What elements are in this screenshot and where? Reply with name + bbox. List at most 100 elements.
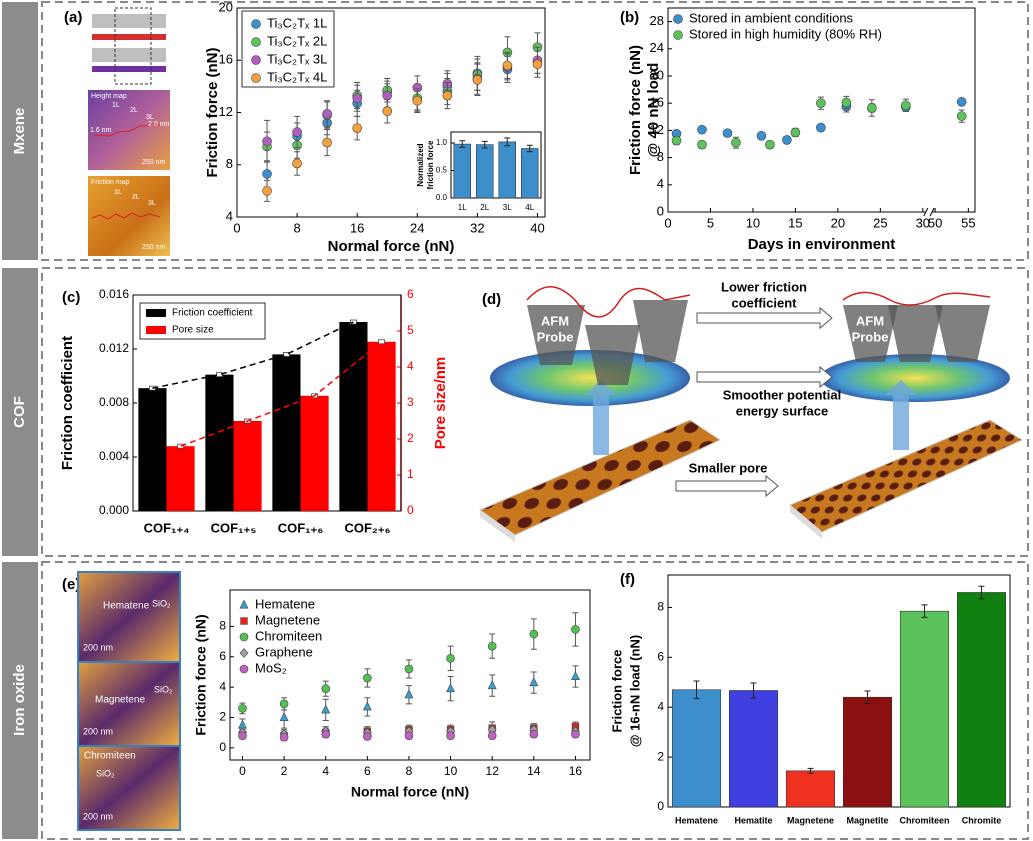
image-title: Height map	[91, 93, 127, 100]
point	[321, 704, 331, 714]
point	[322, 109, 332, 119]
section-frame	[41, 1, 1029, 261]
legend-marker	[251, 19, 261, 29]
point	[292, 158, 302, 169]
axis-title-y: Normalized	[416, 143, 425, 186]
x-tick-label: 1L	[458, 203, 467, 212]
x-tick-label: 6	[364, 764, 371, 778]
point	[352, 93, 362, 103]
point	[238, 731, 247, 741]
diagram	[478, 286, 1024, 542]
structure-image	[88, 6, 170, 85]
image-title: Friction map	[91, 179, 130, 186]
image-label: 3L	[148, 200, 156, 207]
y2-tick-label: 0	[407, 503, 414, 517]
axis-title-x: Normal force (nN)	[328, 238, 455, 255]
image-label: 2L	[130, 107, 138, 114]
y-tick-label: 28	[650, 13, 664, 28]
axis-title-y: Pore size/nm	[432, 357, 449, 450]
legend-label: Ti₃C₂Tₓ 3L	[267, 51, 327, 66]
x-tick-label: 4L	[525, 203, 534, 212]
x-tick-label: 55	[961, 215, 975, 230]
point	[262, 169, 272, 179]
point	[472, 75, 483, 85]
bar	[166, 446, 195, 511]
point	[765, 139, 775, 150]
point	[502, 60, 513, 71]
scale-label: 200 nm	[83, 726, 113, 736]
x-tick-label: Hematite	[734, 815, 772, 825]
legend-marker	[239, 632, 249, 642]
panel-label: (e)	[62, 576, 80, 593]
point	[571, 729, 580, 739]
y-tick-label: 0	[219, 740, 226, 754]
y-tick-label: 24	[650, 40, 664, 55]
error-bar	[481, 140, 488, 149]
legend-swatch	[146, 309, 166, 317]
y-tick-label: 8	[657, 600, 664, 614]
image-label: Magnetene	[95, 695, 145, 706]
point	[529, 629, 539, 639]
x-tick-label: 40	[530, 220, 544, 235]
bar	[842, 696, 893, 808]
axis-title-y: Friction force	[609, 649, 624, 732]
y2-tick-label: 4	[407, 359, 414, 373]
x-tick-label: 14	[527, 764, 541, 778]
plot-frame	[229, 589, 591, 761]
point	[956, 111, 967, 121]
point	[404, 689, 414, 699]
x-tick-label: Magnetene	[787, 815, 834, 825]
x-tick-label: 8	[293, 220, 300, 235]
point	[570, 671, 580, 681]
bar	[899, 610, 950, 808]
legend-label: Stored in ambient conditions	[689, 10, 854, 25]
bar-cap	[378, 339, 385, 345]
x-tick-label: COF₂₊₆	[345, 520, 391, 535]
point	[322, 137, 332, 148]
arrow-label: Smaller pore	[689, 460, 768, 475]
y-tick-label: 0.004	[99, 449, 129, 463]
point	[841, 97, 852, 108]
legend-marker	[251, 73, 261, 83]
scale-label: 250 nm	[142, 244, 166, 251]
axis-break	[923, 207, 935, 217]
legend-marker	[251, 55, 261, 65]
axis-title-y: @ 40 nN load	[645, 63, 662, 158]
x-tick-label: 0	[239, 764, 246, 778]
bar	[476, 144, 494, 199]
point	[697, 124, 707, 135]
image-label: Chromiteen	[84, 751, 136, 762]
point	[790, 127, 801, 138]
bar	[671, 689, 722, 808]
y-tick-label: 4	[219, 679, 226, 693]
legend-marker	[239, 648, 249, 658]
probe-label: AFM	[541, 313, 569, 328]
image-label: 1.6 nm	[90, 127, 112, 134]
y-tick-label: 0.000	[99, 503, 129, 517]
point	[529, 677, 539, 687]
y-tick-label: 0.5	[436, 166, 448, 175]
y-tick-label: 6	[657, 649, 664, 663]
y-tick-label: 12	[219, 104, 233, 119]
image-label: SiO₂	[152, 598, 171, 608]
legend-marker	[673, 30, 683, 40]
x-tick-label: 4	[322, 764, 329, 778]
plot-frame	[667, 574, 1011, 808]
x-tick-label: COF₁₊₅	[211, 520, 257, 535]
point	[532, 59, 543, 69]
bar	[339, 322, 368, 511]
point	[956, 97, 967, 107]
bar	[233, 421, 262, 511]
axis-title-x: Days in environment	[748, 236, 896, 253]
y-tick-label: 20	[219, 0, 233, 14]
point	[238, 719, 247, 729]
y-tick-label: 2	[657, 749, 664, 763]
plot-frame	[667, 7, 976, 213]
y-tick-label: 0.012	[99, 341, 129, 355]
bar	[956, 592, 1007, 808]
y2-tick-label: 5	[407, 323, 414, 337]
legend-label: Graphene	[255, 644, 313, 659]
panel-label: (c)	[62, 289, 80, 306]
afm-image	[77, 661, 181, 747]
